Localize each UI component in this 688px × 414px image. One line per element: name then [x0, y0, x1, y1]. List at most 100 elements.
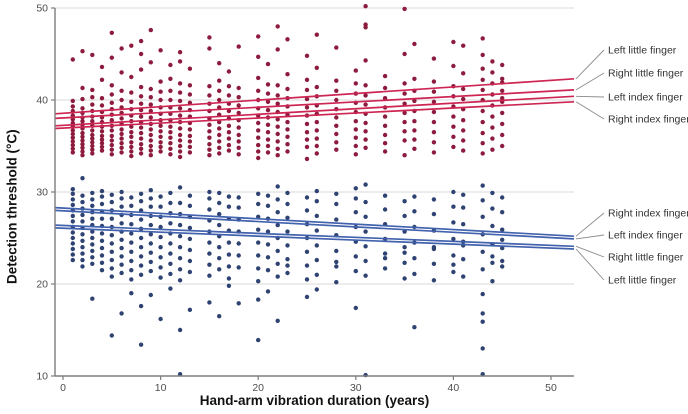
data-point: [109, 100, 115, 106]
data-point: [353, 143, 358, 149]
data-point: [80, 232, 85, 237]
data-point: [236, 152, 241, 157]
data-point: [99, 103, 105, 108]
data-point: [256, 142, 261, 148]
data-point: [236, 301, 241, 306]
data-point: [363, 244, 368, 249]
data-point: [314, 188, 319, 194]
data-point: [99, 129, 105, 134]
data-point: [187, 236, 193, 242]
data-point: [217, 119, 222, 125]
data-point: [353, 119, 358, 124]
x-axis-title: Hand-arm vibration duration (years): [199, 393, 430, 408]
data-point: [80, 238, 85, 243]
y-tick-label: 40: [36, 95, 48, 107]
data-point: [207, 35, 212, 40]
data-point: [265, 203, 271, 208]
data-point: [402, 250, 407, 255]
data-point: [412, 209, 417, 214]
data-point: [217, 256, 222, 261]
data-point: [334, 147, 339, 152]
data-point: [109, 249, 115, 254]
data-point: [148, 250, 153, 255]
data-point: [80, 134, 85, 139]
data-point: [138, 94, 144, 99]
data-point: [138, 101, 144, 106]
data-point: [138, 125, 144, 130]
data-point: [217, 97, 222, 103]
data-point: [90, 229, 95, 234]
data-point: [217, 139, 222, 144]
data-point: [138, 107, 144, 113]
data-point: [353, 268, 358, 274]
data-point: [382, 141, 388, 146]
data-point: [480, 267, 485, 272]
data-point: [119, 262, 124, 267]
data-point: [168, 135, 173, 140]
data-point: [353, 81, 358, 86]
data-point: [334, 45, 339, 50]
data-point: [480, 183, 485, 188]
data-point: [412, 76, 417, 82]
data-point: [70, 142, 76, 148]
data-point: [177, 222, 183, 228]
data-point: [236, 145, 241, 150]
leader-line: [575, 248, 605, 281]
data-point: [148, 86, 153, 92]
data-point: [353, 68, 358, 73]
data-point: [217, 211, 222, 217]
data-point: [334, 115, 339, 120]
data-point: [148, 102, 153, 107]
data-point: [80, 142, 85, 147]
data-point: [109, 333, 115, 338]
data-point: [480, 77, 485, 83]
data-point: [431, 246, 437, 252]
data-point: [148, 27, 153, 33]
data-point: [119, 127, 124, 132]
data-point: [70, 150, 76, 155]
data-point: [138, 136, 144, 141]
data-point: [138, 51, 144, 57]
data-point: [207, 122, 212, 128]
data-point: [500, 227, 505, 232]
data-point: [226, 194, 232, 199]
data-point: [90, 128, 95, 133]
data-point: [148, 153, 153, 158]
data-point: [168, 271, 173, 277]
data-point: [217, 200, 222, 206]
data-point: [461, 274, 466, 279]
data-point: [256, 135, 261, 140]
leader-line: [575, 95, 605, 98]
data-point: [138, 130, 144, 136]
data-point: [285, 215, 290, 220]
data-point: [480, 151, 485, 156]
x-tick-label: 10: [155, 382, 167, 394]
data-point: [70, 246, 76, 252]
data-point: [177, 126, 183, 131]
data-point: [412, 119, 417, 124]
data-point: [285, 270, 290, 276]
data-point: [334, 123, 339, 128]
data-point: [285, 119, 290, 125]
data-point: [119, 141, 124, 146]
data-point: [168, 251, 173, 256]
data-point: [207, 300, 212, 305]
data-point: [334, 280, 339, 285]
data-point: [129, 90, 134, 95]
data-point: [148, 259, 153, 265]
data-point: [207, 240, 212, 245]
data-point: [412, 137, 417, 142]
data-point: [256, 34, 261, 39]
data-point: [148, 222, 153, 228]
data-point: [129, 149, 134, 154]
data-point: [90, 102, 95, 107]
data-point: [158, 123, 163, 128]
data-point: [256, 279, 261, 284]
data-point: [461, 86, 466, 92]
data-point: [158, 234, 163, 240]
data-point: [207, 189, 212, 195]
data-point: [275, 318, 280, 323]
data-point: [177, 132, 183, 138]
data-point: [363, 3, 368, 9]
data-point: [90, 143, 95, 149]
